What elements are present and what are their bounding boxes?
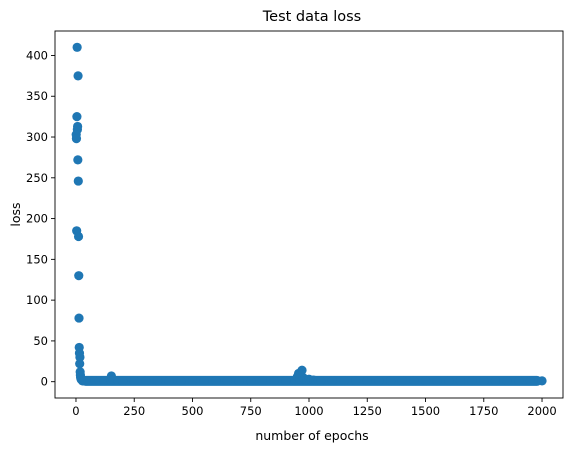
plot-area-frame bbox=[54, 30, 564, 399]
x-tick-label: 1500 bbox=[411, 404, 440, 418]
data-point bbox=[281, 376, 291, 386]
x-tick-label: 500 bbox=[182, 404, 204, 418]
data-point bbox=[74, 271, 84, 281]
data-point bbox=[75, 352, 85, 362]
x-tick-label: 1250 bbox=[353, 404, 382, 418]
data-point bbox=[73, 155, 83, 165]
data-point bbox=[187, 376, 198, 386]
data-point bbox=[211, 376, 221, 386]
data-point bbox=[73, 71, 83, 81]
data-point bbox=[117, 376, 128, 386]
data-point bbox=[479, 376, 489, 386]
data-point bbox=[409, 376, 419, 386]
y-tick-label: 0 bbox=[41, 375, 48, 389]
data-point bbox=[397, 376, 407, 386]
data-point bbox=[432, 376, 442, 386]
data-point bbox=[297, 365, 307, 375]
data-point bbox=[73, 176, 83, 186]
data-point bbox=[129, 376, 139, 386]
data-point bbox=[199, 376, 209, 386]
data-point bbox=[339, 376, 349, 386]
y-tick-label: 350 bbox=[26, 89, 48, 103]
data-point bbox=[73, 121, 83, 132]
data-point bbox=[246, 376, 256, 386]
data-point bbox=[176, 376, 186, 386]
data-point bbox=[234, 376, 244, 386]
y-axis-ticks: 0 50 100 150 200 250 300 350 400 bbox=[26, 48, 55, 389]
data-point bbox=[420, 376, 431, 386]
data-point bbox=[72, 112, 82, 122]
y-axis-label: loss bbox=[8, 202, 23, 226]
data-point bbox=[444, 376, 454, 386]
y-tick-label: 150 bbox=[26, 252, 48, 266]
data-point bbox=[257, 376, 267, 386]
data-point bbox=[374, 376, 384, 386]
y-tick-label: 300 bbox=[26, 130, 48, 144]
data-point bbox=[164, 376, 174, 386]
chart-title: Test data loss bbox=[262, 9, 361, 25]
data-point bbox=[502, 376, 512, 386]
x-tick-label: 0 bbox=[72, 404, 79, 418]
data-points bbox=[71, 42, 547, 386]
data-point bbox=[74, 313, 84, 323]
y-tick-label: 100 bbox=[26, 293, 48, 307]
data-point bbox=[316, 376, 326, 386]
y-tick-label: 200 bbox=[26, 212, 48, 226]
data-point bbox=[73, 231, 84, 242]
data-point bbox=[152, 376, 163, 386]
data-point bbox=[222, 376, 233, 386]
data-point bbox=[525, 376, 535, 386]
y-tick-label: 50 bbox=[33, 334, 48, 348]
data-point bbox=[467, 376, 477, 386]
data-point bbox=[455, 376, 466, 386]
data-point bbox=[99, 376, 109, 386]
x-tick-label: 2000 bbox=[527, 404, 556, 418]
data-point bbox=[327, 376, 337, 386]
data-point bbox=[269, 376, 279, 386]
data-point bbox=[362, 376, 372, 386]
data-point bbox=[72, 42, 82, 52]
data-point bbox=[141, 376, 151, 386]
data-point bbox=[490, 376, 501, 386]
x-tick-label: 750 bbox=[240, 404, 262, 418]
data-point bbox=[385, 376, 396, 386]
y-tick-label: 400 bbox=[26, 48, 48, 62]
x-axis-ticks: 0 250 500 750 1000 1250 1500 1750 2000 bbox=[72, 398, 557, 418]
x-tick-label: 1000 bbox=[294, 404, 323, 418]
x-tick-label: 1750 bbox=[469, 404, 498, 418]
data-point bbox=[351, 376, 361, 386]
x-tick-label: 250 bbox=[123, 404, 145, 418]
data-point bbox=[537, 376, 547, 386]
data-point bbox=[75, 359, 85, 369]
data-point bbox=[514, 376, 524, 386]
x-axis-label: number of epochs bbox=[255, 428, 368, 443]
data-point bbox=[71, 134, 82, 144]
y-tick-label: 250 bbox=[26, 171, 48, 185]
